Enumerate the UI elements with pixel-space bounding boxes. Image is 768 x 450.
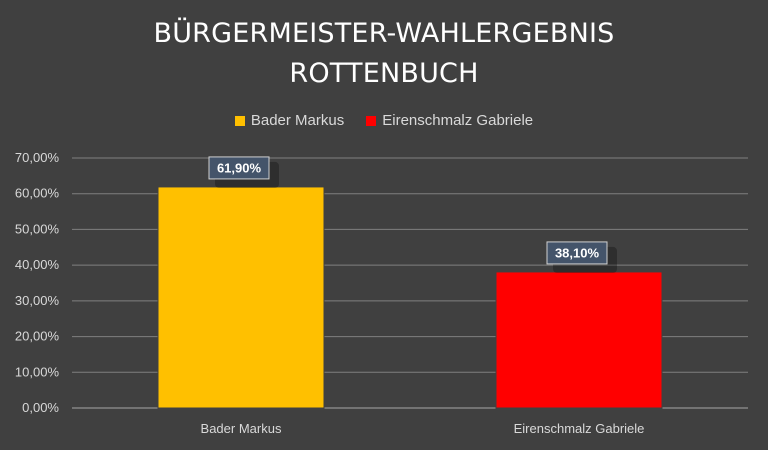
legend-label-bader: Bader Markus	[250, 112, 345, 129]
y-tick-label: 60,00%	[15, 186, 60, 201]
data-label-box	[208, 156, 270, 180]
y-tick-label: 40,00%	[15, 257, 60, 272]
data-label-2: 38,10%	[555, 245, 600, 260]
data-label-1: 61,90%	[217, 160, 262, 175]
y-tick-label: 20,00%	[15, 329, 60, 344]
bar-2	[495, 271, 663, 409]
y-tick-label: 0,00%	[22, 400, 59, 415]
chart-legend: Bader Markus Eirenschmalz Gabriele	[0, 112, 768, 129]
chart-title: BÜRGERMEISTER-WAHLERGEBNIS ROTTENBUCH	[0, 14, 768, 94]
x-category-label: Bader Markus	[201, 421, 282, 436]
bar-1	[157, 186, 325, 409]
chart-title-line-1: BÜRGERMEISTER-WAHLERGEBNIS	[153, 18, 615, 49]
x-category-label: Eirenschmalz Gabriele	[514, 421, 645, 436]
legend-swatch-eirenschmalz	[366, 115, 377, 126]
legend-label-eirenschmalz: Eirenschmalz Gabriele	[382, 112, 534, 129]
legend-item-eirenschmalz: Eirenschmalz Gabriele	[366, 112, 533, 129]
legend-swatch-bader	[234, 115, 245, 126]
y-tick-label: 10,00%	[15, 364, 60, 379]
data-label-box	[546, 241, 608, 265]
chart-title-line-2: ROTTENBUCH	[289, 58, 479, 89]
legend-item-bader: Bader Markus	[234, 112, 345, 129]
y-tick-label: 30,00%	[15, 293, 60, 308]
y-tick-label: 50,00%	[15, 221, 60, 236]
y-tick-label: 70,00%	[15, 150, 60, 165]
